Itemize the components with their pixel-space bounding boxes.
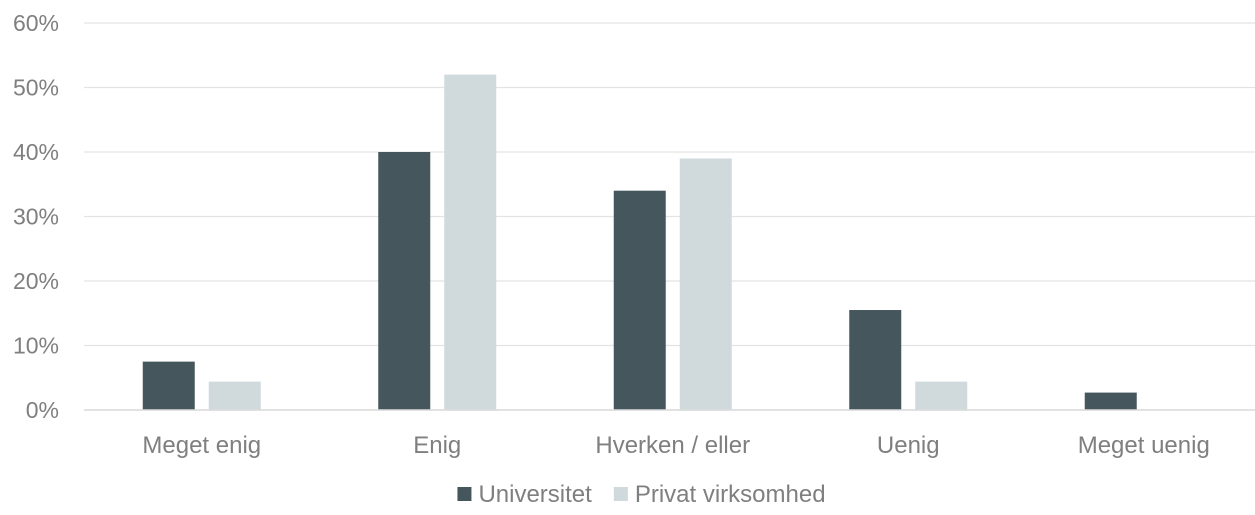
x-tick-label: Meget uenig bbox=[1078, 432, 1210, 459]
x-axis: Meget enig Enig Hverken / eller Uenig Meget … bbox=[84, 409, 1255, 459]
x-tick-label: Hverken / eller bbox=[595, 432, 750, 459]
y-tick-label: 40% bbox=[13, 139, 59, 165]
bar bbox=[613, 190, 666, 410]
x-tick-label: Meget enig bbox=[142, 432, 261, 459]
y-tick-label: 30% bbox=[13, 204, 59, 230]
bar bbox=[208, 381, 261, 410]
legend-swatch bbox=[457, 487, 472, 501]
legend-item: Universitet bbox=[457, 481, 592, 508]
bar bbox=[142, 361, 195, 410]
y-tick-label: 10% bbox=[13, 333, 59, 359]
bar bbox=[444, 74, 497, 410]
x-tick-label: Uenig bbox=[877, 432, 940, 459]
gridlines bbox=[84, 22, 1255, 347]
y-tick-label: 0% bbox=[26, 397, 59, 423]
legend-label: Privat virksomhed bbox=[635, 481, 826, 508]
y-tick-label: 50% bbox=[13, 75, 59, 101]
y-tick-label: 60% bbox=[13, 10, 59, 36]
bar bbox=[378, 152, 431, 410]
legend-swatch bbox=[613, 487, 628, 501]
bar bbox=[849, 310, 902, 410]
bar bbox=[679, 158, 732, 410]
y-axis-tick-labels: 0% 10% 20% 30% 40% 50% 60% bbox=[13, 10, 59, 423]
bar bbox=[915, 381, 968, 410]
legend-label: Universitet bbox=[478, 481, 592, 508]
bar bbox=[1084, 392, 1137, 410]
legend: Universitet Privat virksomhed bbox=[457, 481, 826, 508]
bars bbox=[142, 74, 1137, 410]
legend-item: Privat virksomhed bbox=[613, 481, 826, 508]
x-tick-label: Enig bbox=[413, 432, 461, 459]
y-tick-label: 20% bbox=[13, 268, 59, 294]
